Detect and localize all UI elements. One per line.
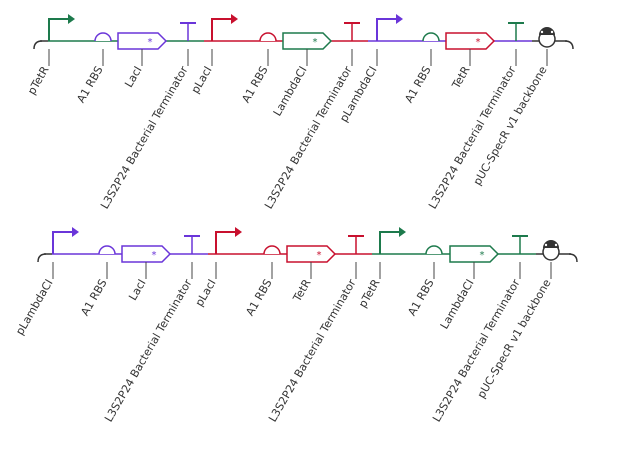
origin-dot xyxy=(554,243,558,247)
part-label: TetR xyxy=(290,277,314,305)
part-label: LambdaCI xyxy=(438,277,477,331)
part-promoter: pTetR xyxy=(25,14,75,97)
promoter-arrowhead xyxy=(399,227,406,237)
part-label: pLambdaCI xyxy=(13,277,55,337)
part-label: LacI xyxy=(126,277,148,303)
cds-star-icon: * xyxy=(476,37,481,48)
part-rbs: A1 RBS xyxy=(405,245,443,318)
part-label: TetR xyxy=(449,64,473,92)
part-label: L3S2P24 Bacterial Terminator xyxy=(266,277,359,425)
part-rbs: A1 RBS xyxy=(239,32,277,105)
origin-cap xyxy=(543,240,559,248)
origin-dot xyxy=(544,243,548,247)
part-cds: * TetR xyxy=(445,32,496,92)
part-label: A1 RBS xyxy=(74,64,105,105)
part-label: A1 RBS xyxy=(243,277,274,318)
promoter-arrowhead xyxy=(231,14,238,24)
part-promoter: pLambdaCI xyxy=(13,227,79,337)
part-terminator: L3S2P24 Bacterial Terminator xyxy=(102,235,200,425)
cds-glyph xyxy=(449,245,500,263)
part-label: LacI xyxy=(122,64,144,90)
part-terminator: L3S2P24 Bacterial Terminator xyxy=(266,235,364,425)
rbs-glyph xyxy=(98,245,116,255)
origin-cap xyxy=(539,27,555,35)
part-label: pLacI xyxy=(193,277,219,309)
cds-glyph xyxy=(445,32,496,50)
cds-glyph xyxy=(286,245,337,263)
cds-star-icon: * xyxy=(313,37,318,48)
part-rbs: A1 RBS xyxy=(78,245,116,318)
promoter-arrowhead xyxy=(235,227,242,237)
part-label: pTetR xyxy=(25,64,52,97)
rbs-glyph xyxy=(259,32,277,42)
promoter-arrowhead xyxy=(396,14,403,24)
promoter-arrowhead xyxy=(72,227,79,237)
cds-glyph xyxy=(117,32,168,50)
part-promoter: pTetR xyxy=(356,227,406,310)
part-label: A1 RBS xyxy=(239,64,270,105)
right-end-cap xyxy=(564,40,574,50)
part-cds: * LacI xyxy=(117,32,168,90)
rbs-glyph xyxy=(422,32,440,42)
promoter-glyph xyxy=(52,231,73,254)
cds-star-icon: * xyxy=(480,250,485,261)
promoter-glyph xyxy=(376,18,397,41)
part-rbs: A1 RBS xyxy=(402,32,440,105)
cds-star-icon: * xyxy=(148,37,153,48)
part-promoter: pLacI xyxy=(193,227,242,309)
part-label: pTetR xyxy=(356,277,383,310)
left-end-cap xyxy=(37,253,47,263)
promoter-glyph xyxy=(379,231,400,254)
origin-dot xyxy=(540,30,544,34)
part-label: A1 RBS xyxy=(405,277,436,318)
rbs-glyph xyxy=(263,245,281,255)
rbs-glyph xyxy=(425,245,443,255)
left-end-cap xyxy=(33,40,43,50)
part-label: pLacI xyxy=(189,64,215,96)
cds-star-icon: * xyxy=(152,250,157,261)
part-cds: * LacI xyxy=(121,245,172,303)
rbs-glyph xyxy=(94,32,112,42)
promoter-glyph xyxy=(211,18,232,41)
part-rbs: A1 RBS xyxy=(243,245,281,318)
part-cds: * TetR xyxy=(286,245,337,305)
right-end-cap xyxy=(568,253,578,263)
promoter-glyph xyxy=(48,18,69,41)
part-label: L3S2P24 Bacterial Terminator xyxy=(102,277,195,425)
promoter-glyph xyxy=(215,231,236,254)
cds-star-icon: * xyxy=(317,250,322,261)
part-label: A1 RBS xyxy=(402,64,433,105)
part-promoter: pLacI xyxy=(189,14,238,96)
cds-glyph xyxy=(121,245,172,263)
origin-dot xyxy=(550,30,554,34)
part-label: L3S2P24 Bacterial Terminator xyxy=(98,64,191,212)
cds-glyph xyxy=(282,32,333,50)
part-rbs: A1 RBS xyxy=(74,32,112,105)
part-label: L3S2P24 Bacterial Terminator xyxy=(262,64,355,212)
promoter-arrowhead xyxy=(68,14,75,24)
part-terminator: L3S2P24 Bacterial Terminator xyxy=(98,22,196,212)
part-label: A1 RBS xyxy=(78,277,109,318)
part-label: LambdaCI xyxy=(271,64,310,118)
